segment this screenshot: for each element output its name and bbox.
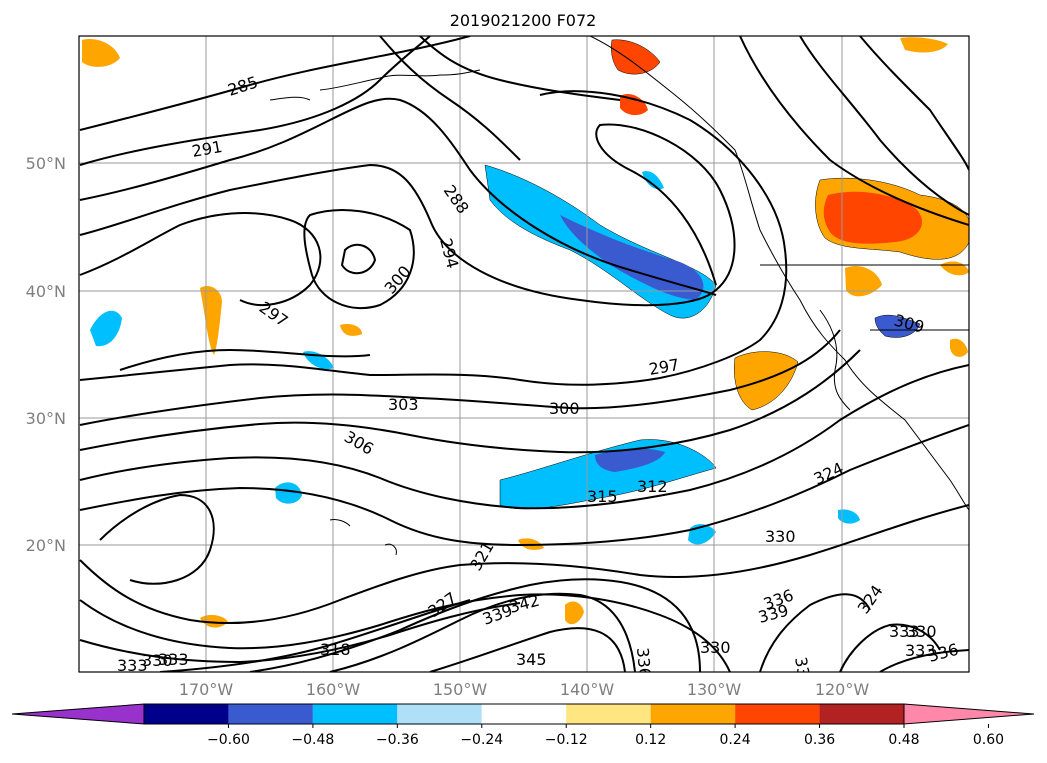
coastlines <box>269 36 969 556</box>
lat-label: 40°N <box>26 282 66 301</box>
contour-label: 330 <box>765 527 796 546</box>
lon-label: 140°W <box>560 680 615 699</box>
colorbar-tick-label: −0.48 <box>291 732 334 748</box>
colorbar-swatch <box>144 704 229 724</box>
lat-label: 30°N <box>26 409 66 428</box>
contour-label: 333 <box>905 641 936 660</box>
colorbar-swatch <box>735 704 820 724</box>
figure-title: 2019021200 F072 <box>450 11 597 30</box>
colorbar-tick-label: 0.48 <box>888 732 919 748</box>
colorbar-swatch <box>397 704 482 724</box>
contour-label: 312 <box>637 477 668 496</box>
colorbar-tick-label: −0.24 <box>460 732 503 748</box>
colorbar-swatch <box>481 704 567 724</box>
shaded-anomaly-fields <box>82 37 969 628</box>
map-panel: 285 291 288 294 297 300 297 300 303 306 … <box>78 35 970 688</box>
colorbar-swatch <box>228 704 313 724</box>
lat-label: 50°N <box>26 154 66 173</box>
contour-label: 339 <box>791 655 815 688</box>
lon-label: 120°W <box>815 680 870 699</box>
lon-label: 150°W <box>433 680 488 699</box>
lon-label: 170°W <box>179 680 234 699</box>
colorbar-extend-high <box>903 703 1035 725</box>
contour-label: 330 <box>142 651 173 670</box>
colorbar-outline <box>143 703 905 725</box>
colorbar: −0.60 −0.48 −0.36 −0.24 −0.12 0.12 0.24 0.36 0.4… <box>11 703 1035 748</box>
contour-label: 300 <box>549 399 580 418</box>
height-contours <box>79 36 969 672</box>
colorbar-swatch <box>819 704 904 724</box>
colorbar-extend-low <box>11 703 145 725</box>
contour-label: 330 <box>700 638 731 657</box>
latitude-axis: 50°N 40°N 30°N 20°N <box>26 154 66 555</box>
colorbar-tick-label: −0.12 <box>545 732 588 748</box>
contour-label: 303 <box>388 395 419 414</box>
lon-label: 130°W <box>687 680 742 699</box>
contour-label: 333 <box>117 656 148 675</box>
colorbar-tick-label: 0.12 <box>635 732 666 748</box>
contour-label: 345 <box>516 650 547 669</box>
contour-label: 333 <box>889 622 920 641</box>
contour-label: 336 <box>633 647 655 679</box>
colorbar-swatch <box>566 704 651 724</box>
map-background <box>79 36 969 672</box>
colorbar-swatch <box>650 704 736 724</box>
longitude-axis: 170°W 160°W 150°W 140°W 130°W 120°W <box>179 680 870 699</box>
colorbar-tick-label: 0.24 <box>720 732 751 748</box>
colorbar-tick-label: −0.60 <box>207 732 250 748</box>
contour-label: 315 <box>587 487 618 506</box>
colorbar-tick-label: 0.36 <box>804 732 835 748</box>
lat-label: 20°N <box>26 536 66 555</box>
lon-label: 160°W <box>306 680 361 699</box>
contour-label: 330 <box>906 622 937 641</box>
colorbar-tick-label: −0.36 <box>376 732 419 748</box>
colorbar-swatch <box>312 704 398 724</box>
colorbar-tick-label: 0.60 <box>973 732 1004 748</box>
contour-label: 318 <box>320 640 351 659</box>
contour-label: 333 <box>158 650 189 669</box>
map-frame <box>78 35 970 673</box>
